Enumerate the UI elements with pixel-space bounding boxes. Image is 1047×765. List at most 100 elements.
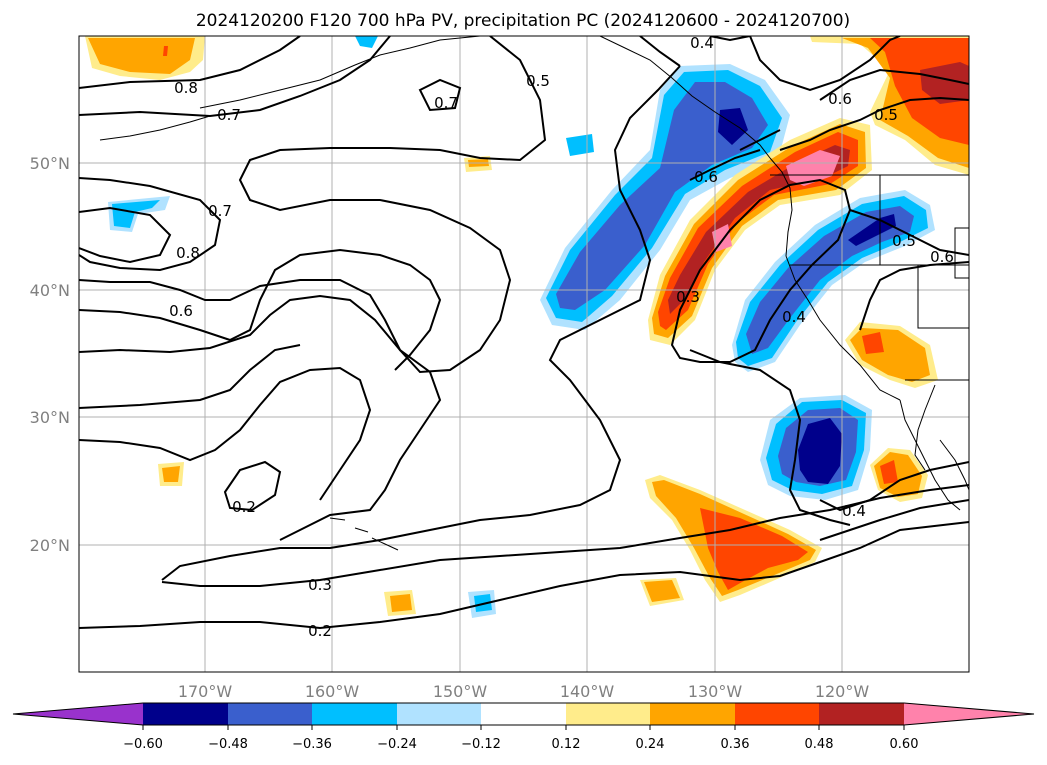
contour-7: [79, 248, 442, 371]
fill-top-blue: [355, 36, 378, 48]
colorbar-max-extend: [904, 703, 1034, 725]
contour-label: 0.2: [308, 622, 332, 640]
contour-9: [79, 344, 301, 409]
contour-label: 0.8: [176, 244, 200, 262]
contour-11: [223, 460, 282, 512]
colorbar-tick-label: 0.24: [636, 737, 665, 752]
contour-23: [859, 261, 969, 331]
coast-baja-east: [914, 384, 936, 471]
gridlines: [79, 36, 969, 672]
fill-blue2-inner: [746, 206, 914, 354]
fill-baja-n-core: [862, 332, 884, 354]
colorbar-tick-label: 0.60: [890, 737, 919, 752]
contour-6: [79, 206, 172, 264]
contour-21: [689, 149, 761, 181]
lon-tick-label: 150°W: [433, 682, 488, 701]
lat-tick-label: 40°N: [30, 281, 70, 300]
contour-label: 0.6: [828, 90, 852, 108]
colorbar-segment: [143, 703, 228, 725]
map-frame: [78, 35, 970, 673]
contour-label: 0.3: [308, 576, 332, 594]
lat-tick-label: 30°N: [30, 408, 70, 427]
contour-4: [79, 36, 547, 374]
contour-label: 0.3: [676, 288, 700, 306]
fill-orange-155w-core: [390, 594, 412, 612]
fill-baja-s-core: [880, 460, 898, 484]
colorbar-segment: [312, 703, 397, 725]
contour-5: [79, 177, 222, 272]
lon-axis: 170°W 160°W 150°W 140°W 130°W 120°W: [178, 682, 870, 701]
contour-labels: 0.8 0.7 0.7 0.5 0.4 0.6 0.5 0.7 0.8 0.6 …: [169, 34, 954, 640]
colorbar-min-extend: [13, 703, 143, 725]
fill-pink-2: [786, 150, 840, 186]
contour-12: [161, 65, 681, 581]
colorbar-segment: [819, 703, 904, 725]
contour-label: 0.5: [874, 106, 898, 124]
fill-ne-red: [870, 38, 969, 145]
contour-26: [639, 36, 681, 67]
contour-label: 0.5: [526, 72, 550, 90]
colorbar-tick-label: −0.24: [377, 737, 417, 752]
coast-bc-wa-or: [769, 157, 793, 257]
fill-ne-dark: [920, 62, 969, 104]
contour-label: 0.6: [930, 248, 954, 266]
lon-tick-label: 160°W: [305, 682, 360, 701]
contour-2: [79, 36, 391, 118]
contour-19: [779, 96, 969, 151]
coast-alaska: [199, 36, 481, 109]
colorbar-tick-label: −0.36: [292, 737, 332, 752]
contour-3: [418, 78, 462, 112]
lon-tick-label: 170°W: [178, 682, 233, 701]
colorbar-segment: [397, 703, 481, 725]
contour-label: 0.7: [217, 106, 241, 124]
contour-18: [819, 68, 969, 101]
fill-blue3-core: [798, 418, 842, 484]
colorbar-tick-label: −0.12: [461, 737, 501, 752]
contour-24: [819, 461, 969, 512]
pv-contours: [79, 36, 969, 630]
coast-aleutians: [99, 115, 211, 141]
figure-title: 2024120200 F120 700 hPa PV, precipitatio…: [196, 11, 850, 31]
fill-south-red: [700, 508, 808, 590]
contour-13: [79, 521, 969, 630]
contour-label: 0.6: [694, 168, 718, 186]
colorbar-tick-label: −0.48: [208, 737, 248, 752]
coast-gulf-alaska: [599, 36, 771, 159]
fill-orange-135w-core: [644, 580, 680, 602]
colorbar-tick-label: 0.36: [721, 737, 750, 752]
contour-8: [79, 294, 442, 541]
fill-pink-1: [712, 224, 732, 252]
contour-label: 0.4: [782, 308, 806, 326]
border-state-4: [954, 227, 969, 279]
coast-baja: [899, 399, 961, 511]
fill-top-left-core: [163, 46, 168, 56]
contour-27: [709, 36, 751, 42]
contour-20: [739, 129, 781, 151]
fill-baja-s: [874, 452, 922, 497]
coastlines: [99, 36, 969, 551]
colorbar-segment: [566, 703, 650, 725]
lat-tick-label: 50°N: [30, 154, 70, 173]
contour-label: 0.2: [232, 498, 256, 516]
fill-orange-173w-core: [162, 466, 180, 482]
colorbar-segment: [228, 703, 312, 725]
contour-17: [749, 36, 901, 92]
contour-label: 0.7: [208, 202, 232, 220]
colorbar-segment: [481, 703, 566, 725]
contour-22: [849, 209, 969, 256]
colorbar-tick-label: 0.12: [552, 737, 581, 752]
contour-10: [79, 366, 372, 501]
lat-axis: 50°N 40°N 30°N 20°N: [30, 154, 70, 555]
lat-tick-label: 20°N: [30, 536, 70, 555]
contour-label: 0.4: [690, 34, 714, 52]
fill-blue-band-core: [718, 108, 748, 145]
lon-tick-label: 130°W: [688, 682, 743, 701]
fill-west-blue: [112, 200, 160, 228]
colorbar-tick-labels: −0.60 −0.48 −0.36 −0.24 −0.12 0.12 0.24 …: [123, 737, 918, 752]
border-state-3: [917, 265, 969, 329]
colorbar-ticks: [142, 725, 905, 730]
contour-label: 0.4: [842, 502, 866, 520]
colorbar-tick-label: 0.48: [805, 737, 834, 752]
colorbar: −0.60 −0.48 −0.36 −0.24 −0.12 0.12 0.24 …: [12, 702, 1035, 752]
